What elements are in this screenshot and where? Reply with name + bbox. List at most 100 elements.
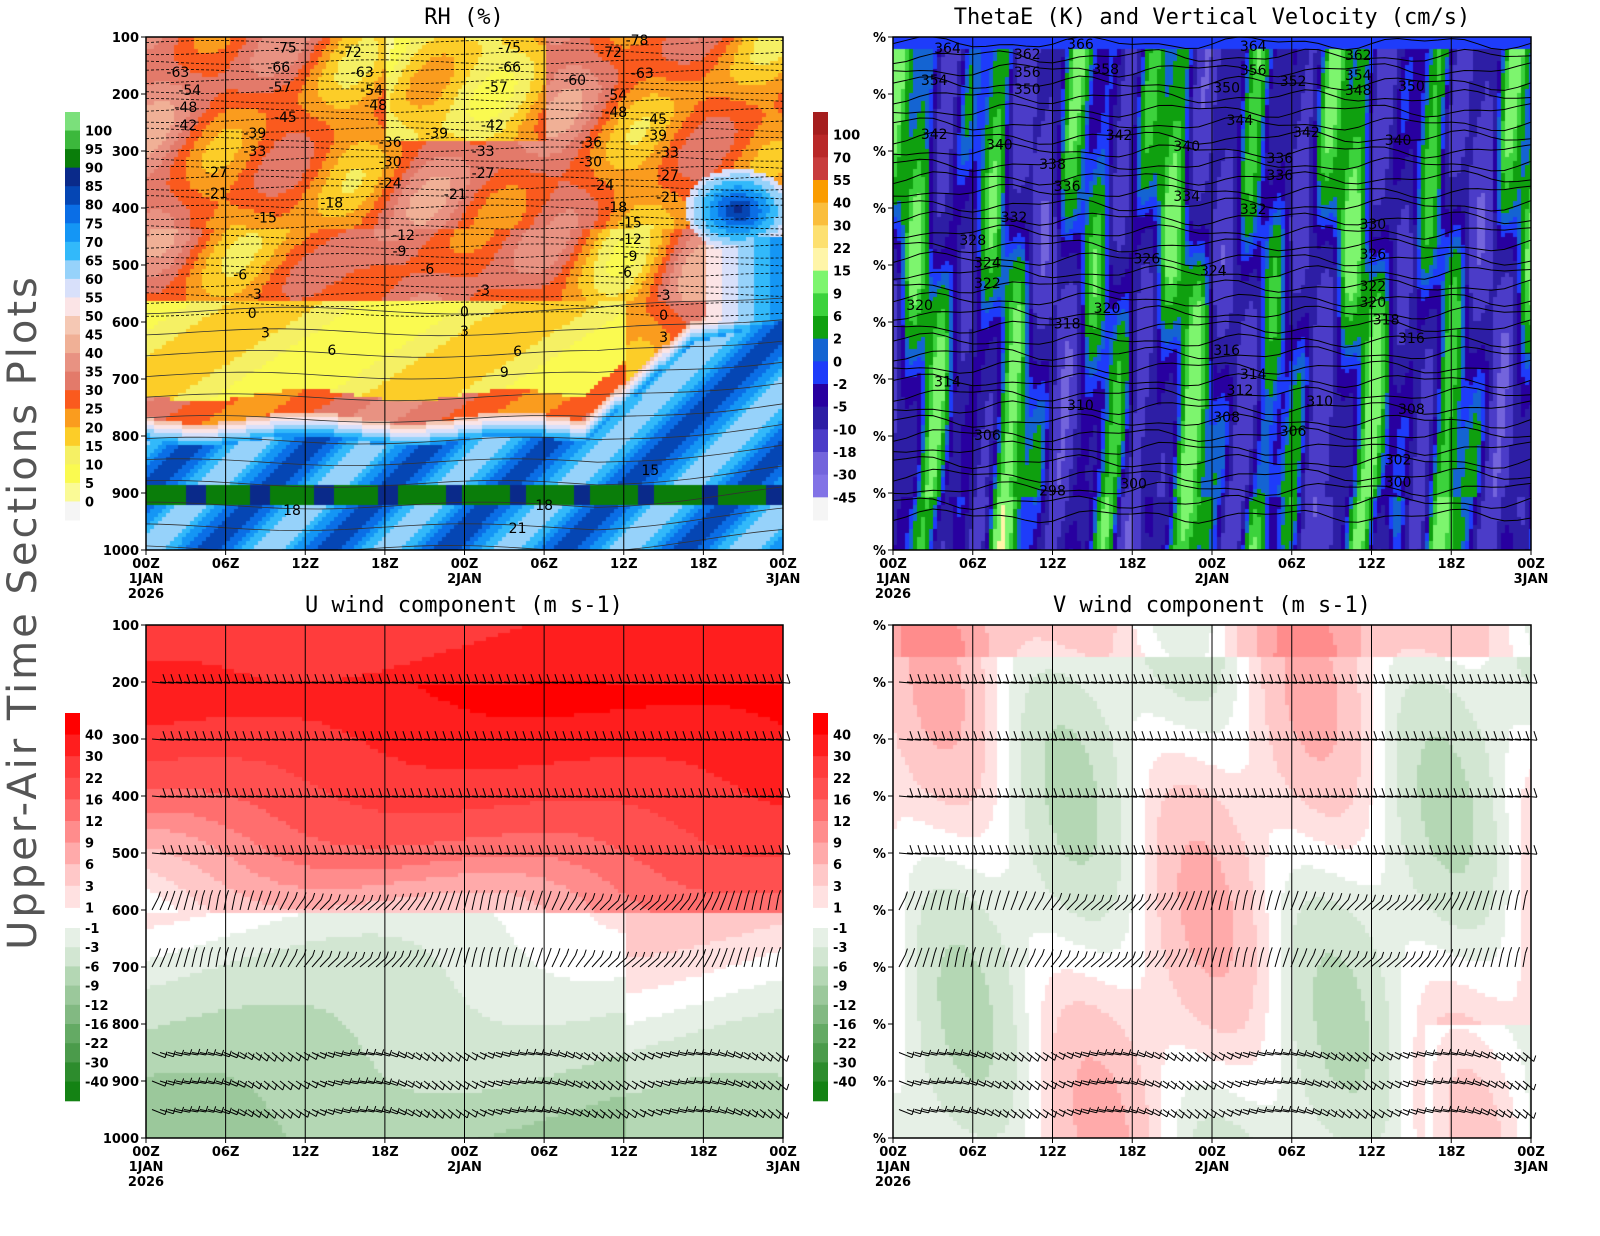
contour-label: -33 (243, 144, 266, 160)
wind-barb-flag (666, 845, 671, 855)
contour-label: 350 (1398, 79, 1425, 95)
wind-barb (703, 1080, 718, 1085)
wind-barb (471, 738, 486, 741)
contour-label: -42 (481, 118, 504, 134)
wind-barb-flag (762, 947, 766, 954)
wind-barb-flag (1301, 731, 1306, 741)
wind-barb (343, 1052, 358, 1056)
wind-barb-flag (402, 674, 407, 684)
wind-barb-flag (1272, 1106, 1276, 1113)
wind-barb (1458, 681, 1473, 684)
colorbar-label: 0 (85, 495, 94, 510)
wind-barb-flag (610, 674, 615, 684)
wind-barb (567, 738, 582, 741)
y-tick-label: % (873, 847, 886, 862)
wind-barb (930, 681, 945, 684)
wind-barb-flag (1341, 674, 1346, 684)
wind-barb (1338, 852, 1353, 855)
wind-barb (727, 896, 734, 911)
wind-barb (1474, 953, 1481, 968)
wind-barb-flag (690, 788, 695, 798)
wind-barb-flag (378, 845, 383, 855)
wind-barb (1474, 852, 1489, 855)
wind-barb (1522, 1080, 1535, 1091)
colorbar-label: -6 (833, 960, 847, 975)
wind-barb (591, 956, 602, 968)
wind-barb (1298, 1080, 1313, 1086)
wind-barb (647, 852, 662, 855)
wind-barb (1002, 1052, 1015, 1062)
wind-barb-flag (1317, 788, 1322, 798)
wind-barb (906, 953, 914, 968)
wind-barb-flag (1101, 894, 1105, 902)
wind-barb (623, 795, 638, 798)
wind-barb-flag (1157, 674, 1162, 684)
wind-barb-flag (762, 1054, 766, 1061)
x-tick-label: 06Z (959, 1145, 987, 1160)
wind-barb-flag (459, 890, 463, 897)
wind-barb (906, 738, 921, 741)
wind-barb-flag (357, 1077, 361, 1084)
wind-barb (954, 896, 958, 911)
wind-barb-flag (338, 788, 343, 798)
wind-barb (391, 1052, 406, 1059)
wind-barb (255, 1080, 268, 1090)
contour-label: 350 (1014, 82, 1041, 98)
wind-barb-flag (964, 890, 968, 897)
wind-barb (583, 955, 594, 968)
colorbar-label: 45 (85, 329, 103, 344)
contour-label: -54 (604, 88, 627, 104)
y-tick-label: % (873, 145, 886, 160)
wind-barb-flag (1206, 890, 1210, 897)
wind-barb-flag (378, 674, 383, 684)
wind-barb (527, 852, 542, 855)
contour-label: -39 (425, 126, 448, 142)
colorbar-swatch (65, 427, 80, 447)
wind-barb (431, 897, 439, 911)
wind-barb (399, 1052, 413, 1060)
wind-barb-flag (338, 845, 343, 855)
wind-barb (631, 900, 644, 911)
colorbar-swatch (65, 390, 80, 410)
wind-barb-flag (690, 674, 695, 684)
wind-barb (311, 899, 322, 911)
wind-barb (487, 953, 491, 968)
wind-barb (751, 681, 766, 684)
wind-barb-flag (1435, 893, 1439, 900)
wind-barb (1482, 953, 1488, 968)
wind-barb-flag (1321, 948, 1325, 956)
wind-barb (231, 953, 236, 968)
wind-barb (479, 896, 484, 911)
wind-barb (1490, 852, 1505, 855)
wind-barb-flag (1317, 731, 1322, 741)
wind-barb-flag (226, 674, 231, 684)
wind-barb (1194, 953, 1201, 968)
wind-barb-flag (1341, 845, 1346, 855)
wind-barb-flag (1357, 845, 1362, 855)
wind-barb (970, 795, 985, 798)
x-tick-label: 00Z (769, 1145, 797, 1160)
wind-barb (735, 1052, 749, 1060)
wind-barb-flag (1084, 894, 1088, 901)
wind-barb (954, 852, 969, 855)
wind-barb-flag (194, 890, 198, 897)
contour-label: -9 (623, 249, 637, 265)
wind-barb (703, 681, 718, 684)
wind-barb (463, 738, 478, 741)
wind-barb-flag (268, 890, 272, 898)
wind-barb (1114, 795, 1129, 798)
wind-barb-flag (1309, 731, 1314, 741)
wind-barb-flag (1084, 951, 1088, 958)
wind-barb (327, 852, 342, 855)
y-tick-label: 1000 (103, 1132, 139, 1147)
wind-barb (215, 896, 219, 911)
wind-barb (583, 795, 598, 798)
wind-barb-flag (218, 731, 223, 741)
wind-barb (1250, 795, 1265, 798)
wind-barb (167, 1052, 182, 1057)
wind-barb-flag (592, 892, 596, 900)
wind-barb (455, 681, 470, 684)
y-tick-label: 600 (112, 904, 139, 919)
x-date-label: 3JAN (1514, 572, 1549, 587)
colorbar-swatch (65, 408, 80, 428)
